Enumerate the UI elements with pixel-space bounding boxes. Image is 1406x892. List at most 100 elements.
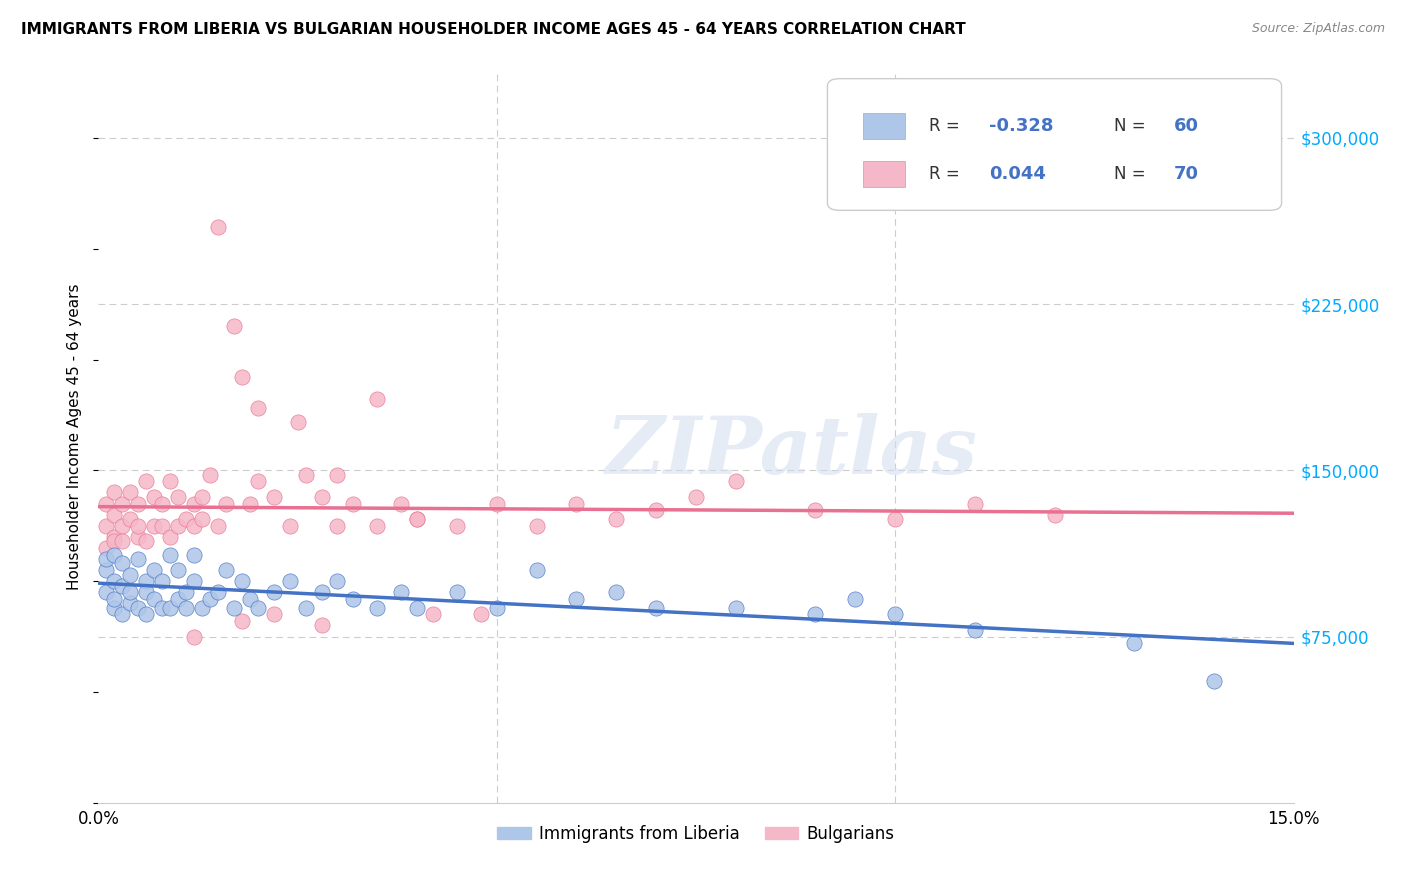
Point (96, 563, 118, 577)
Point (366, 518, 388, 533)
Text: Source: ZipAtlas.com: Source: ZipAtlas.com (1251, 22, 1385, 36)
Point (120, 585, 142, 599)
Legend: Immigrants from Liberia, Bulgarians: Immigrants from Liberia, Bulgarians (491, 818, 901, 849)
Point (159, 530, 181, 544)
Text: 60: 60 (1174, 117, 1199, 136)
Point (96, 585, 118, 599)
Point (389, 497, 412, 511)
Point (103, 591, 125, 606)
Point (174, 600, 197, 615)
Point (103, 530, 125, 544)
Point (167, 490, 190, 504)
Point (1043, 508, 1066, 522)
Point (485, 497, 508, 511)
Point (215, 563, 238, 577)
Point (150, 600, 173, 615)
Point (135, 475, 157, 489)
Point (207, 518, 229, 533)
Point (406, 512, 429, 526)
Point (222, 600, 245, 615)
Point (278, 518, 301, 533)
Point (127, 530, 149, 544)
Point (111, 497, 134, 511)
Point (246, 600, 269, 615)
Point (263, 585, 285, 599)
Point (111, 578, 134, 592)
Point (294, 467, 316, 482)
Point (406, 600, 429, 615)
Point (884, 607, 907, 622)
Point (406, 512, 429, 526)
Point (1202, 673, 1225, 688)
Text: N =: N = (1115, 165, 1152, 183)
Text: 0.044: 0.044 (988, 165, 1046, 183)
Point (231, 614, 253, 628)
Point (366, 600, 388, 615)
Point (526, 563, 548, 577)
Point (446, 518, 468, 533)
Point (159, 600, 181, 615)
FancyBboxPatch shape (827, 78, 1282, 211)
Point (724, 475, 747, 489)
Point (96, 541, 118, 555)
Point (342, 591, 364, 606)
Point (96, 518, 118, 533)
Point (366, 392, 388, 407)
Point (1123, 636, 1146, 650)
Point (135, 534, 157, 549)
Point (485, 600, 508, 615)
Point (143, 518, 166, 533)
Text: ZIPatlas: ZIPatlas (606, 413, 977, 491)
Bar (863, 113, 905, 139)
Point (804, 503, 827, 517)
Point (111, 518, 134, 533)
Point (120, 485, 142, 500)
Point (287, 415, 309, 429)
Point (167, 563, 190, 577)
Point (263, 607, 285, 622)
Point (207, 219, 229, 234)
Point (183, 630, 205, 644)
Bar (863, 161, 905, 186)
Point (191, 600, 214, 615)
Point (96, 552, 118, 566)
Point (174, 512, 197, 526)
Point (246, 401, 269, 416)
Point (96, 497, 118, 511)
Point (605, 512, 627, 526)
Point (804, 607, 827, 622)
Point (120, 567, 142, 582)
Text: -0.328: -0.328 (988, 117, 1053, 136)
Point (326, 518, 349, 533)
Point (198, 591, 221, 606)
Point (174, 585, 197, 599)
Point (127, 518, 149, 533)
Point (645, 503, 668, 517)
Text: R =: R = (929, 117, 965, 136)
Point (342, 497, 364, 511)
Point (167, 518, 190, 533)
Point (963, 623, 986, 637)
Y-axis label: Householder Income Ages 45 - 64 years: Householder Income Ages 45 - 64 years (67, 284, 83, 591)
Point (963, 497, 986, 511)
Point (446, 585, 468, 599)
Point (311, 585, 333, 599)
Point (143, 563, 166, 577)
Point (103, 508, 125, 522)
Point (724, 600, 747, 615)
Point (198, 467, 221, 482)
Point (103, 600, 125, 615)
Point (422, 607, 444, 622)
Point (239, 497, 262, 511)
Point (191, 512, 214, 526)
Point (103, 534, 125, 549)
Point (884, 512, 907, 526)
Point (183, 548, 205, 562)
Point (207, 585, 229, 599)
Point (120, 512, 142, 526)
Text: 70: 70 (1174, 165, 1199, 183)
Point (222, 319, 245, 334)
Point (215, 497, 238, 511)
Point (326, 467, 349, 482)
Point (311, 618, 333, 632)
